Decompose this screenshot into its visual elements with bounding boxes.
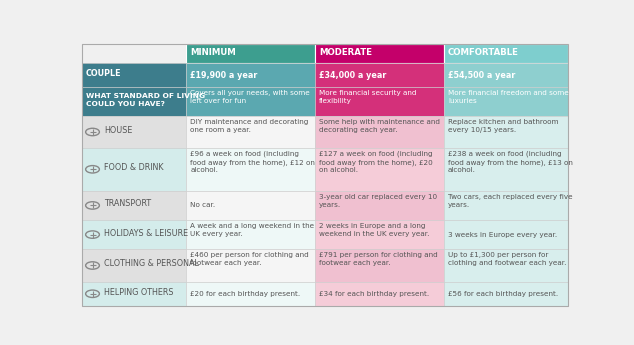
Text: 3 weeks in Europe every year.: 3 weeks in Europe every year.	[448, 231, 557, 238]
Text: Two cars, each replaced every five
years.: Two cars, each replaced every five years…	[448, 194, 573, 208]
Bar	[444, 282, 568, 306]
Text: CLOTHING & PERSONAL: CLOTHING & PERSONAL	[104, 259, 198, 268]
Bar	[315, 44, 444, 63]
Bar	[315, 87, 444, 116]
Bar	[186, 249, 315, 282]
Bar	[315, 191, 444, 220]
Text: £460 per person for clothing and
footwear each year.: £460 per person for clothing and footwea…	[190, 252, 309, 266]
Bar	[186, 116, 315, 148]
Text: Replace kitchen and bathroom
every 10/15 years.: Replace kitchen and bathroom every 10/15…	[448, 119, 559, 133]
Text: 3-year old car replaced every 10
years.: 3-year old car replaced every 10 years.	[319, 194, 437, 208]
Bar	[186, 87, 315, 116]
Bar	[82, 148, 186, 191]
Bar	[315, 249, 444, 282]
Bar	[315, 148, 444, 191]
Bar	[444, 148, 568, 191]
Text: £34 for each birthday present.: £34 for each birthday present.	[319, 291, 429, 297]
Text: More financial security and
flexibility: More financial security and flexibility	[319, 90, 417, 104]
Bar	[186, 63, 315, 87]
Text: £34,000 a year: £34,000 a year	[319, 71, 387, 80]
Text: £54,500 a year: £54,500 a year	[448, 71, 515, 80]
Text: MODERATE: MODERATE	[319, 48, 372, 57]
Text: Covers all your needs, with some
left over for fun: Covers all your needs, with some left ov…	[190, 90, 310, 104]
Bar	[82, 220, 186, 249]
Bar	[444, 220, 568, 249]
Bar	[186, 191, 315, 220]
Bar	[315, 220, 444, 249]
Bar	[82, 191, 186, 220]
Text: £791 per person for clothing and
footwear each year.: £791 per person for clothing and footwea…	[319, 252, 438, 266]
Text: 2 weeks in Europe and a long
weekend in the UK every year.: 2 weeks in Europe and a long weekend in …	[319, 223, 429, 237]
Bar	[315, 282, 444, 306]
Bar	[82, 44, 186, 63]
Text: WHAT STANDARD OF LIVING
COULD YOU HAVE?: WHAT STANDARD OF LIVING COULD YOU HAVE?	[86, 93, 205, 107]
Bar	[186, 220, 315, 249]
Text: HELPING OTHERS: HELPING OTHERS	[104, 288, 173, 297]
Text: COMFORTABLE: COMFORTABLE	[448, 48, 519, 57]
Text: Some help with maintenance and
decorating each year.: Some help with maintenance and decoratin…	[319, 119, 440, 133]
Bar	[315, 116, 444, 148]
Bar	[186, 148, 315, 191]
Text: COUPLE: COUPLE	[86, 69, 121, 78]
Bar	[444, 44, 568, 63]
Bar	[82, 116, 186, 148]
Bar	[444, 116, 568, 148]
Bar	[444, 191, 568, 220]
Bar	[444, 63, 568, 87]
Bar	[444, 249, 568, 282]
Bar	[186, 44, 315, 63]
Bar	[444, 87, 568, 116]
Text: £56 for each birthday present.: £56 for each birthday present.	[448, 291, 558, 297]
Text: Up to £1,300 per person for
clothing and footwear each year.: Up to £1,300 per person for clothing and…	[448, 252, 566, 266]
Text: HOLIDAYS & LEISURE: HOLIDAYS & LEISURE	[104, 229, 188, 238]
Bar	[82, 249, 186, 282]
Text: A week and a long weekend in the
UK every year.: A week and a long weekend in the UK ever…	[190, 223, 314, 237]
Text: £238 a week on food (including
food away from the home), £13 on
alcohol.: £238 a week on food (including food away…	[448, 151, 573, 174]
Text: HOUSE: HOUSE	[104, 126, 133, 135]
Text: FOOD & DRINK: FOOD & DRINK	[104, 162, 164, 171]
Text: More financial freedom and some
luxuries: More financial freedom and some luxuries	[448, 90, 569, 104]
Text: £96 a week on food (including
food away from the home), £12 on
alcohol.: £96 a week on food (including food away …	[190, 151, 315, 174]
Bar	[186, 282, 315, 306]
Text: DIY maintenance and decorating
one room a year.: DIY maintenance and decorating one room …	[190, 119, 309, 133]
Text: £20 for each birthday present.: £20 for each birthday present.	[190, 291, 301, 297]
Bar	[82, 63, 186, 87]
Text: MINIMUM: MINIMUM	[190, 48, 236, 57]
Bar	[315, 63, 444, 87]
Bar	[82, 87, 186, 116]
Text: £19,900 a year: £19,900 a year	[190, 71, 257, 80]
Bar	[82, 282, 186, 306]
Text: No car.: No car.	[190, 203, 216, 208]
Text: TRANSPORT: TRANSPORT	[104, 199, 151, 208]
Text: £127 a week on food (including
food away from the home), £20
on alcohol.: £127 a week on food (including food away…	[319, 151, 433, 174]
